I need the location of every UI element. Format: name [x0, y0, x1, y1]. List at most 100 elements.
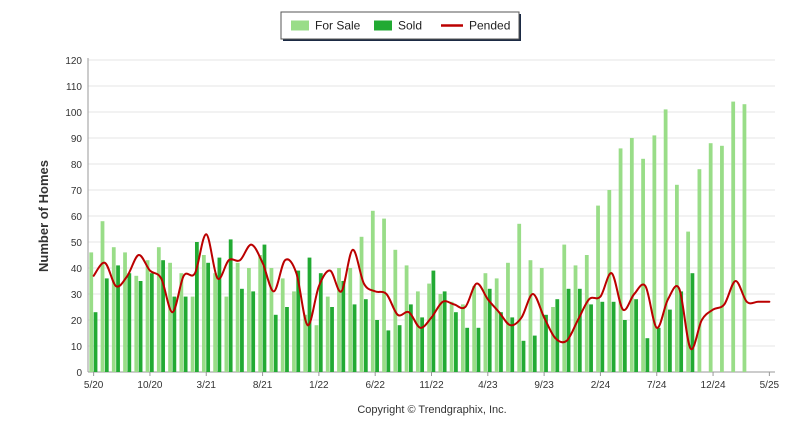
bar-sold	[431, 270, 436, 372]
bar-for-sale	[190, 296, 195, 372]
y-tick-label: 10	[71, 342, 83, 353]
bar-sold	[318, 273, 323, 372]
pended-line	[92, 233, 771, 351]
bar-for-sale	[280, 278, 285, 372]
bar-sold	[363, 299, 368, 372]
bar-sold	[566, 288, 571, 372]
bar-sold	[532, 335, 537, 372]
bar-sold	[138, 281, 143, 372]
bars	[89, 101, 747, 373]
y-tick-label: 40	[71, 264, 83, 275]
bar-for-sale	[303, 314, 308, 372]
bar-sold	[487, 288, 492, 372]
bar-sold	[600, 301, 605, 372]
bar-sold	[420, 317, 425, 372]
bar-for-sale	[359, 236, 364, 372]
x-tick-label: 10/20	[137, 380, 162, 391]
bar-sold	[668, 309, 672, 372]
bar-sold	[217, 257, 222, 372]
bar-for-sale	[123, 252, 127, 372]
bar-for-sale	[348, 268, 353, 372]
bar-for-sale	[674, 184, 679, 372]
x-tick-label: 2/24	[591, 380, 611, 391]
bar-sold	[577, 288, 582, 372]
bar-sold	[454, 312, 458, 372]
bar-sold	[397, 325, 402, 372]
bar-sold	[172, 296, 177, 372]
y-tick-label: 110	[66, 82, 82, 93]
bar-for-sale	[224, 296, 229, 372]
y-tick-label: 80	[71, 160, 83, 171]
x-tick-label: 6/22	[365, 380, 385, 391]
x-tick-label: 5/25	[760, 380, 780, 391]
bar-for-sale	[652, 135, 657, 372]
bar-sold	[262, 244, 267, 372]
bar-for-sale	[438, 294, 443, 372]
bar-sold	[296, 270, 301, 372]
bar-sold	[104, 278, 109, 372]
y-tick-label: 120	[65, 56, 82, 67]
y-tick-label: 70	[71, 186, 83, 197]
bar-for-sale	[720, 145, 724, 372]
bar-for-sale	[494, 278, 499, 372]
bar-sold	[589, 304, 593, 372]
bar-sold	[149, 273, 154, 372]
bar-for-sale	[382, 218, 386, 372]
bar-for-sale	[337, 268, 341, 372]
bar-for-sale	[742, 104, 747, 372]
bar-sold	[375, 320, 379, 372]
bar-sold	[465, 327, 470, 372]
bar-for-sale	[517, 223, 522, 372]
bar-for-sale	[156, 247, 161, 372]
bar-for-sale	[641, 158, 645, 372]
y-tick-label: 90	[71, 134, 83, 145]
x-tick-label: 11/22	[419, 380, 444, 391]
bar-sold	[499, 312, 503, 372]
legend-swatch	[374, 20, 392, 31]
bar-for-sale	[584, 255, 589, 372]
axes: 0 10 20 30 40 50 60 70 80 90 100 110 120 5/20 10/20 3/2…	[65, 56, 779, 391]
bar-sold	[183, 296, 188, 372]
bar-sold	[690, 273, 695, 372]
bar-sold	[622, 320, 627, 372]
bar-sold	[611, 301, 616, 372]
bar-sold	[341, 281, 346, 372]
bar-for-sale	[461, 304, 465, 372]
legend-swatch	[291, 20, 309, 31]
bar-for-sale	[269, 268, 274, 372]
bar-for-sale	[539, 268, 544, 372]
bar-for-sale	[483, 273, 488, 372]
bar-for-sale	[111, 247, 116, 372]
y-tick-label: 50	[71, 238, 83, 249]
bar-for-sale	[472, 286, 477, 372]
bar-sold	[161, 260, 165, 372]
bar-sold	[127, 273, 132, 372]
bar-sold	[408, 304, 413, 372]
bar-for-sale	[607, 190, 612, 372]
bar-for-sale	[618, 148, 623, 372]
y-tick-label: 100	[65, 108, 82, 119]
legend-label: For Sale	[315, 19, 361, 33]
bar-for-sale	[201, 255, 206, 372]
legend-label: Sold	[398, 19, 422, 33]
bar-sold	[194, 242, 199, 372]
bar-for-sale	[258, 255, 263, 372]
bar-sold	[206, 262, 211, 372]
bar-sold	[251, 291, 256, 372]
bar-sold	[386, 330, 391, 372]
bar-for-sale	[134, 275, 139, 372]
bar-sold	[634, 299, 638, 372]
bar-sold	[307, 257, 312, 372]
bar-for-sale	[663, 109, 668, 373]
bar-sold	[285, 307, 289, 372]
bar-for-sale	[708, 143, 713, 372]
bar-for-sale	[528, 260, 533, 372]
x-tick-label: 12/24	[701, 380, 726, 391]
bar-sold	[240, 288, 244, 372]
bar-for-sale	[697, 169, 702, 372]
bar-sold	[442, 291, 447, 372]
bar-for-sale	[506, 262, 510, 372]
bar-sold	[93, 312, 98, 372]
bar-for-sale	[247, 268, 251, 372]
